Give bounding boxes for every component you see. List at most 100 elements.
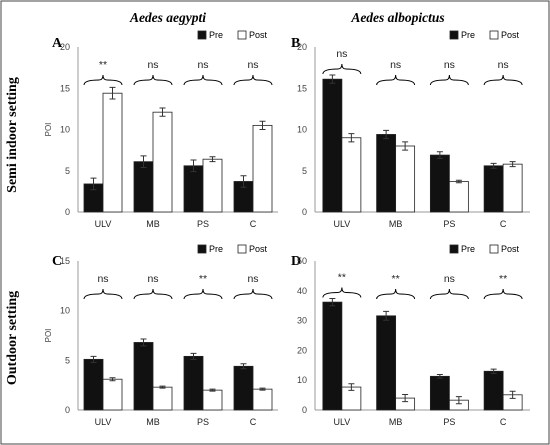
legend-label-post: Post xyxy=(501,30,520,40)
row-title-semi-indoor: Semi indoor setting xyxy=(5,77,20,193)
x-category-label: ULV xyxy=(333,219,350,229)
y-tick-label: 5 xyxy=(302,166,307,176)
bar-pre xyxy=(233,365,254,411)
legend-label-pre: Pre xyxy=(209,30,223,40)
panel-d: D 0 10 20 30 40 50 Pre Post ULV ** MB ** PS ns C ** xyxy=(291,244,530,427)
bar-post xyxy=(202,389,223,411)
panel-c: C POI 0 5 10 15 Pre Post ULV ns MB ns PS ** Cns xyxy=(44,244,278,427)
legend-label-pre: Pre xyxy=(209,244,223,254)
error-bar xyxy=(348,383,355,391)
significance-bracket xyxy=(322,64,362,75)
y-tick-label: 0 xyxy=(65,207,70,217)
significance-bracket xyxy=(429,74,469,86)
legend-swatch-post xyxy=(489,244,499,254)
x-category-label: MB xyxy=(146,417,160,427)
error-bar xyxy=(190,352,197,360)
error-bar xyxy=(509,390,516,399)
error-bar xyxy=(383,310,390,321)
legend-swatch-post xyxy=(237,30,247,40)
panel-letter: A xyxy=(52,36,63,51)
significance-label: ** xyxy=(99,59,107,71)
panel-letter: C xyxy=(52,254,62,269)
error-bar xyxy=(90,177,97,191)
x-category-label: PS xyxy=(443,417,455,427)
error-bar xyxy=(402,394,409,403)
y-tick-label: 10 xyxy=(60,125,70,135)
significance-bracket xyxy=(376,74,416,86)
y-tick-label: 50 xyxy=(297,256,307,266)
legend-label-pre: Pre xyxy=(461,30,475,40)
error-bar xyxy=(436,374,443,379)
significance-label: ns xyxy=(147,273,158,285)
bar-pre xyxy=(376,315,397,411)
error-bar xyxy=(436,151,443,159)
error-bar xyxy=(329,74,336,84)
error-bar xyxy=(240,363,247,370)
error-bar xyxy=(455,179,462,184)
y-tick-label: 10 xyxy=(60,306,70,316)
bar-pre xyxy=(83,358,104,411)
bar-pre xyxy=(429,154,450,213)
error-bar xyxy=(259,120,266,130)
column-title-albopictus: Aedes albopictus xyxy=(350,10,444,25)
panel-b: B 0 5 10 15 20 Pre Post ULV ns MB ns PS ns Cns xyxy=(291,30,530,229)
panel-letter: B xyxy=(291,36,300,51)
error-bar xyxy=(209,156,216,163)
error-bar xyxy=(240,175,247,188)
significance-bracket xyxy=(83,74,123,86)
bar-post xyxy=(502,163,523,213)
significance-label: ** xyxy=(392,273,400,285)
panel-letter: D xyxy=(291,254,301,269)
bar-pre xyxy=(133,161,154,213)
y-tick-label: 0 xyxy=(65,405,70,415)
significance-bracket xyxy=(183,288,223,300)
significance-label: ns xyxy=(247,273,258,285)
y-tick-label: 5 xyxy=(65,166,70,176)
x-category-label: ULV xyxy=(333,417,350,427)
y-tick-label: 30 xyxy=(297,316,307,326)
x-category-label: MB xyxy=(389,417,403,427)
significance-label: ns xyxy=(444,273,455,285)
y-tick-label: 10 xyxy=(297,375,307,385)
y-tick-label: 40 xyxy=(297,286,307,296)
significance-bracket xyxy=(429,288,469,300)
legend-swatch-pre xyxy=(197,30,207,40)
bar-pre xyxy=(483,165,504,213)
significance-bracket xyxy=(483,74,523,86)
legend-swatch-pre xyxy=(449,244,459,254)
legend-swatch-pre xyxy=(197,244,207,254)
bar-pre xyxy=(183,355,204,411)
panels: A POI 0 5 10 15 20 Pre Post ULV ** MB ns PS ns Cns B 0 5 10… xyxy=(44,30,530,427)
error-bar xyxy=(490,368,497,374)
bar-post xyxy=(448,181,469,213)
bar-post xyxy=(252,388,273,411)
y-tick-label: 15 xyxy=(60,256,70,266)
error-bar xyxy=(159,107,166,117)
x-category-label: ULV xyxy=(95,219,112,229)
legend-label-post: Post xyxy=(501,244,520,254)
panel-a: A POI 0 5 10 15 20 Pre Post ULV ** MB ns PS ns Cns xyxy=(44,30,278,229)
significance-bracket xyxy=(322,287,362,298)
bar-post xyxy=(395,145,416,213)
bar-pre xyxy=(183,165,204,213)
x-category-label: MB xyxy=(146,219,160,229)
significance-label: ** xyxy=(338,272,346,284)
error-bar xyxy=(90,355,97,363)
error-bar xyxy=(109,377,116,382)
legend-swatch-post xyxy=(237,244,247,254)
bar-post xyxy=(152,111,173,213)
significance-label: ns xyxy=(247,59,258,71)
bar-post xyxy=(152,386,173,411)
significance-label: ns xyxy=(147,59,158,71)
error-bar xyxy=(329,298,336,307)
x-category-label: ULV xyxy=(95,417,112,427)
error-bar xyxy=(348,133,355,143)
bar-post xyxy=(102,378,123,411)
significance-label: ns xyxy=(97,273,108,285)
significance-bracket xyxy=(133,288,173,300)
significance-label: ns xyxy=(197,59,208,71)
y-axis-label: POI xyxy=(44,329,53,343)
x-category-label: C xyxy=(500,417,507,427)
